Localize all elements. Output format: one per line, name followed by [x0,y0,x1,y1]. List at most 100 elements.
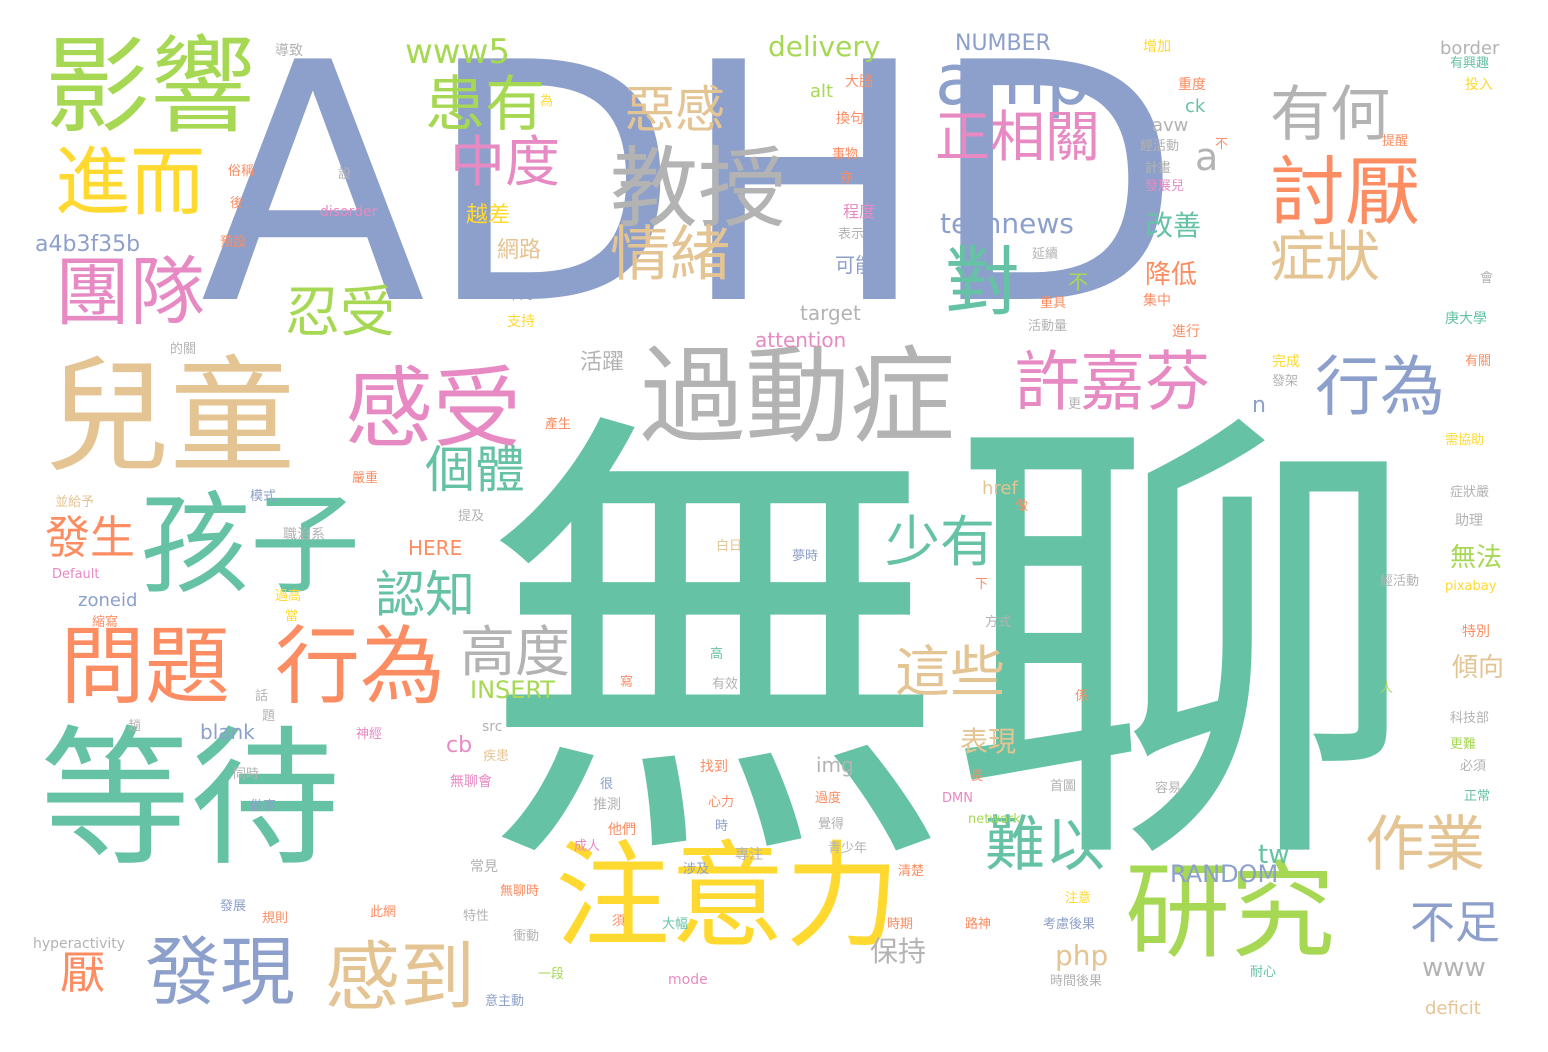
cloud-word: 傾向 [1452,653,1505,683]
cloud-word: 寫 [620,675,634,690]
cloud-word: 白日 [716,539,743,554]
cloud-word: 忍受 [285,280,396,344]
cloud-word: 提醒 [1382,134,1409,149]
cloud-word: 會 [1480,271,1494,286]
cloud-word: 話 [255,689,269,704]
cloud-word: 職治系 [283,527,325,543]
cloud-word: 做事 [250,799,277,814]
cloud-word: 等待 [40,713,341,887]
cloud-word: pixabay [1445,579,1497,594]
cloud-word: 影響 [45,26,256,148]
cloud-word: 縮寫 [92,615,119,630]
cloud-word: 症狀嚴 [1450,485,1490,500]
cloud-word: RANDOM [1170,860,1279,888]
cloud-word: ADHD [200,0,1183,377]
cloud-word: technews [940,207,1074,240]
cloud-word: 做 [1015,499,1029,514]
cloud-word: 中度 [450,130,561,194]
cloud-word: 投入 [1465,77,1493,93]
cloud-word: 少有 [885,510,996,574]
cloud-word: 換句 [836,111,864,127]
cloud-word: 找到 [700,759,728,775]
cloud-word: 進而 [55,138,206,226]
cloud-word: php [1055,939,1109,972]
cloud-word: 俗稱 [228,164,255,179]
cloud-word: 的關 [170,342,197,357]
cloud-word: 同時 [233,767,260,782]
cloud-word: NUMBER [955,31,1051,56]
cloud-word: 大腦 [845,74,873,90]
cloud-word: 作業 [1365,810,1485,880]
cloud-word: 時 [715,819,729,834]
cloud-word: 設 [338,167,352,182]
cloud-word: 有效 [712,677,739,692]
cloud-word: 為 [540,94,554,109]
cloud-word: 許嘉芬 [1015,345,1211,420]
cloud-word: 導致 [275,43,303,59]
cloud-word: 考慮後果 [1043,917,1096,932]
cloud-word: img [816,753,854,777]
cloud-word: n [1252,393,1266,418]
cloud-word: 正相關 [935,105,1101,169]
cloud-word: 問題 [60,618,231,717]
cloud-word: 惡感 [625,81,725,139]
cloud-word: 團隊 [55,248,206,336]
cloud-word: INSERT [470,676,556,704]
cloud-word: 疾患 [483,749,510,764]
cloud-word: 注意力 [555,830,901,964]
cloud-word: 有關 [1465,354,1492,369]
cloud-word: 路神 [965,917,992,932]
cloud-word: 情緒 [610,220,730,290]
cloud-word: 模式 [250,489,277,504]
cloud-word: 患有 [425,70,545,140]
cloud-word: 係 [1075,689,1089,704]
cloud-word: 一段 [538,967,565,982]
cloud-word: 過動症 [640,336,956,458]
cloud-word: blank [200,720,255,744]
cloud-word: 增加 [1143,39,1171,55]
cloud-word: 覺得 [818,817,845,832]
cloud-word: 經活動 [1380,574,1420,589]
cloud-word: 必須 [1460,759,1487,774]
cloud-word: 保持 [870,935,927,968]
cloud-word: 高度 [460,620,571,684]
cloud-word: target [800,301,861,325]
cloud-word: attention [755,328,847,352]
cloud-word: 很 [600,777,614,792]
cloud-word: 特別 [1462,624,1490,640]
cloud-word: 規則 [262,911,289,926]
cloud-word: 發展 [220,899,247,914]
cloud-word: 需協助 [1445,433,1485,448]
cloud-word: 涉及 [683,862,710,877]
cloud-word: 孩子 [140,481,360,609]
cloud-word: disorder [320,204,378,220]
cloud-word: 他們 [608,822,636,838]
cloud-word: 更難 [1450,737,1477,752]
cloud-word: 產生 [545,417,572,432]
cloud-word: 事物 [832,147,859,162]
cloud-word: href [982,478,1018,499]
cloud-word: alt [810,81,834,102]
cloud-word: 助理 [1455,513,1483,529]
cloud-word: amp [935,39,1091,121]
cloud-word: 題 [262,709,276,724]
cloud-word: 成人 [574,839,601,854]
cloud-word: 厭 [60,946,106,999]
cloud-word: 兒童 [45,345,295,490]
cloud-word: 教授 [610,137,787,240]
cloud-word: 認知 [375,566,475,624]
cloud-word: 當 [285,609,299,624]
cloud-word: 注意 [1065,891,1092,906]
cloud-word: Default [52,567,100,582]
cloud-word: cb [446,733,473,758]
cloud-word: 集中 [1143,293,1171,309]
cloud-word: 此網 [370,905,397,920]
cloud-word: 大幅 [662,917,689,932]
cloud-word: 青少年 [828,841,868,856]
cloud-word: a4b3f35b [35,232,141,257]
cloud-word: 發現 [145,928,296,1016]
cloud-word: 意主動 [485,994,525,1009]
cloud-word: 衝動 [513,929,540,944]
cloud-word: zoneid [78,590,138,611]
cloud-word: 這些 [895,640,1006,704]
